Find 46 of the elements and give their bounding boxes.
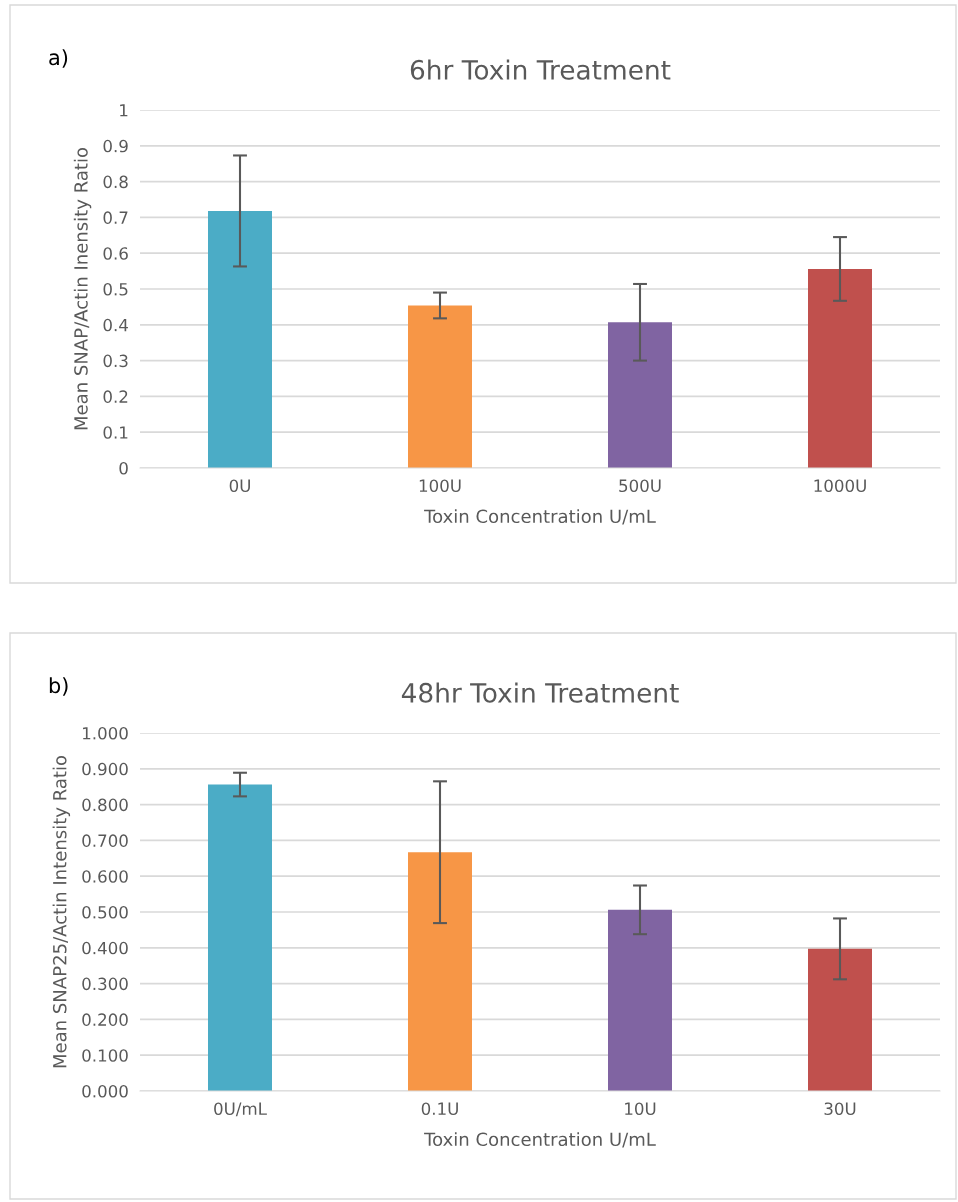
y-tick-label: 0.400 — [82, 941, 128, 955]
bar — [608, 909, 672, 1091]
y-tick-label: 0.700 — [82, 834, 128, 847]
x-tick-label: 0U/mL — [214, 1102, 267, 1117]
y-tick-label: 1 — [120, 104, 128, 117]
x-tick-label: 0.1U — [421, 1102, 458, 1116]
x-axis-title: Toxin Concentration U/mL — [424, 1132, 656, 1148]
y-tick-label: 0.800 — [82, 798, 128, 812]
y-tick-label: 0.8 — [103, 175, 128, 189]
y-tick-label: 0.2 — [103, 390, 128, 403]
y-tick-label: 0.600 — [82, 870, 128, 883]
y-axis-title: Mean SNAP/Actin Inensity Ratio — [73, 147, 92, 430]
bar — [408, 852, 472, 1091]
y-tick-label: 0.100 — [82, 1049, 128, 1062]
x-tick-label: 500U — [619, 479, 661, 493]
x-tick-label: 0U — [229, 479, 250, 493]
x-tick-label: 30U — [824, 1102, 856, 1116]
y-axis-title: Mean SNAP25/Actin Intensity Ratio — [52, 755, 71, 1068]
y-tick-label: 0.1 — [103, 426, 128, 439]
bar — [208, 210, 272, 468]
y-tick-label: 0.4 — [103, 318, 128, 332]
chart-title: 48hr Toxin Treatment — [401, 682, 679, 703]
x-axis-title: Toxin Concentration U/mL — [424, 509, 656, 525]
text: a) — [49, 49, 68, 68]
y-tick-label: 0.900 — [82, 762, 128, 776]
y-tick-label: 0.500 — [82, 905, 128, 919]
bar — [808, 268, 872, 468]
text: b) — [49, 677, 68, 696]
y-tick-label: 0.6 — [103, 247, 128, 260]
x-tick-label: 100U — [419, 479, 461, 493]
bar — [408, 305, 472, 468]
x-tick-label: 10U — [625, 1102, 656, 1116]
y-tick-label: 0.300 — [82, 977, 128, 991]
y-tick-label: 0.5 — [103, 282, 128, 296]
y-tick-label: 1.000 — [83, 726, 128, 740]
y-tick-label: 0.200 — [82, 1013, 128, 1026]
y-tick-label: 0.3 — [103, 354, 128, 368]
x-tick-label: 1000U — [814, 479, 866, 493]
y-tick-label: 0.7 — [103, 211, 128, 224]
y-tick-label: 0 — [119, 461, 128, 475]
y-tick-label: 0.9 — [103, 139, 128, 153]
bar — [808, 948, 872, 1091]
bar — [208, 784, 272, 1091]
y-tick-label: 0.000 — [82, 1084, 128, 1098]
chart-title: 6hr Toxin Treatment — [410, 59, 671, 80]
bar — [608, 322, 672, 468]
